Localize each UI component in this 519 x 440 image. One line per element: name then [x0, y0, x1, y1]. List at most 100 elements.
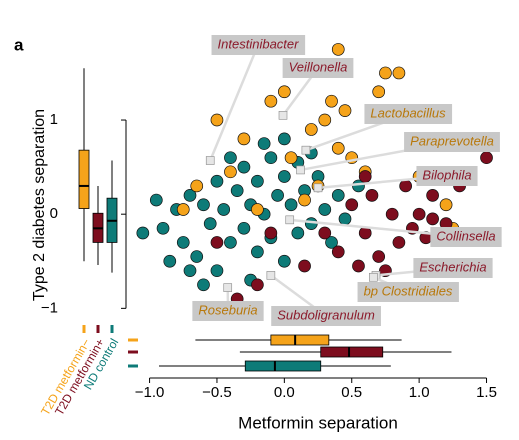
point [197, 198, 210, 212]
annotation-box [282, 58, 354, 78]
annotation-box [416, 166, 478, 186]
annotation-target [296, 165, 305, 175]
point [304, 217, 318, 230]
point [210, 113, 224, 127]
annotation-box [413, 258, 493, 278]
point [298, 193, 311, 207]
point [210, 264, 224, 278]
x-tick-label: −1.0 [135, 384, 165, 401]
point [284, 151, 298, 165]
point [318, 203, 332, 216]
annotation-label: Bilophila [422, 167, 471, 182]
point [439, 198, 453, 212]
point [392, 236, 406, 249]
point [251, 174, 264, 188]
y-axis-label: Type 2 diabetes separation [31, 109, 48, 301]
point [480, 151, 493, 165]
point [372, 85, 386, 99]
panel-label: a [14, 35, 24, 54]
point [277, 170, 291, 183]
point [203, 217, 217, 230]
point [149, 193, 163, 207]
point [412, 207, 426, 221]
y-tick-label: −1 [41, 299, 58, 316]
point [318, 226, 332, 240]
annotation-box [364, 104, 453, 124]
point [331, 189, 345, 202]
legend-swatch [96, 325, 100, 333]
point [426, 212, 439, 226]
box [320, 346, 384, 358]
point [190, 179, 204, 193]
x-axis-label: Metformin separation [238, 413, 398, 432]
point [257, 137, 271, 150]
annotation-target [301, 145, 311, 155]
legend-swatch [82, 325, 86, 333]
legend-swatch [128, 364, 138, 368]
point [264, 94, 278, 108]
annotation-label: Roseburia [198, 302, 257, 317]
annotation-label: bp Clostridiales [364, 283, 453, 298]
point [325, 94, 338, 108]
annotation-box [192, 301, 264, 321]
point [298, 259, 311, 273]
point [176, 236, 190, 249]
point [183, 264, 197, 278]
point [264, 151, 278, 165]
point [392, 66, 406, 80]
point [271, 189, 284, 202]
point [230, 184, 244, 197]
point [237, 221, 251, 235]
point [217, 203, 231, 216]
x-tick-label: 1.0 [409, 384, 430, 401]
annotation-label: Veillonella [289, 59, 348, 74]
point [237, 160, 251, 174]
point [224, 165, 237, 179]
point [251, 245, 264, 259]
legend-swatch [128, 350, 138, 354]
point [237, 132, 251, 146]
x-tick-label: −0.5 [202, 384, 232, 401]
annotation-target [205, 156, 215, 165]
annotation-target [285, 215, 295, 225]
point [224, 151, 237, 165]
annotation-target [223, 283, 233, 292]
point [190, 250, 204, 263]
point [345, 198, 359, 212]
annotation-label: Intestinibacter [218, 36, 300, 51]
point [358, 170, 372, 183]
point [372, 250, 386, 263]
point [251, 278, 264, 292]
point [352, 259, 365, 273]
point [277, 254, 291, 268]
annotation-box [211, 35, 306, 55]
y-tick-label: 0 [50, 205, 58, 222]
annotation-label: Lactobacillus [370, 105, 446, 120]
point [385, 207, 399, 221]
point [284, 198, 298, 212]
annotation-box [271, 306, 381, 326]
annotation-label: Collinsella [436, 228, 495, 243]
point [197, 278, 210, 292]
annotation-label: Escherichia [419, 259, 486, 274]
box [244, 360, 322, 372]
point [318, 113, 332, 127]
point [331, 141, 345, 155]
x-tick-label: 0.0 [274, 384, 295, 401]
point [291, 226, 305, 240]
point [379, 66, 392, 80]
point [251, 203, 264, 216]
annotation-label: Subdoligranulum [277, 307, 375, 322]
annotation-leader [209, 44, 260, 161]
point [176, 203, 190, 216]
point [338, 104, 352, 117]
x-tick-label: 0.5 [341, 384, 362, 401]
annotation-box [404, 132, 500, 152]
legend-swatch [128, 338, 138, 342]
point [399, 179, 413, 193]
annotation-target [278, 111, 288, 120]
point [163, 254, 177, 268]
point [277, 85, 291, 99]
point [277, 132, 291, 146]
